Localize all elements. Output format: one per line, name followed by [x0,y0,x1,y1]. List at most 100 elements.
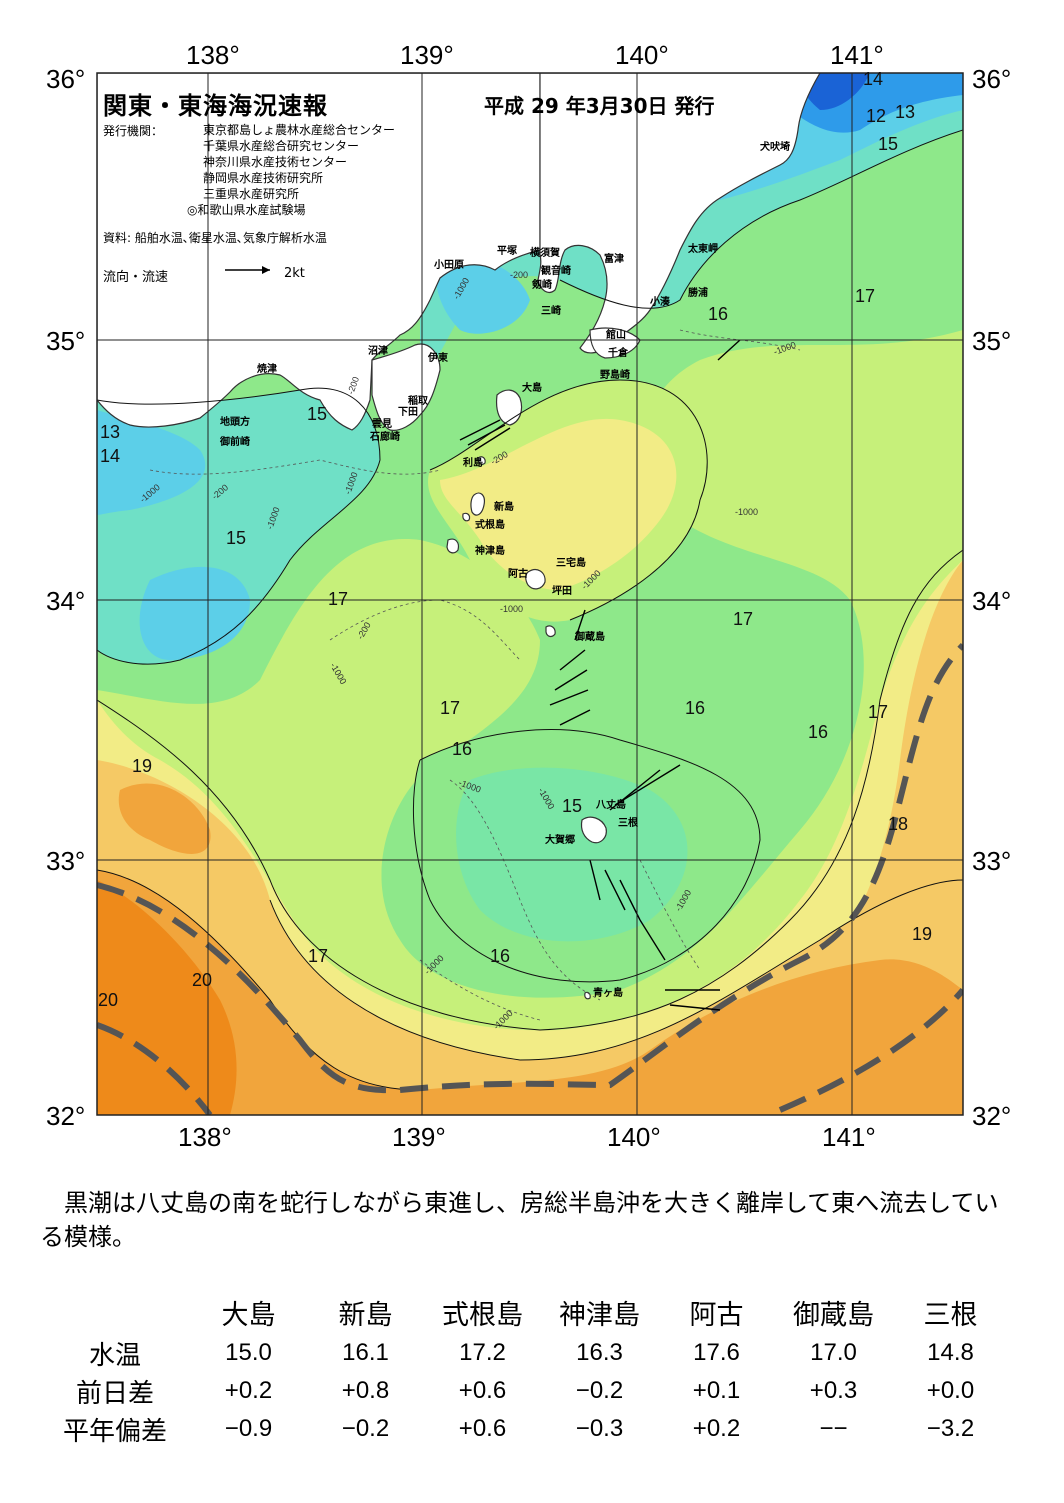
toshima-island [477,456,486,465]
table-cell: −0.3 [575,1415,624,1442]
isotherm-label: 12 [866,106,886,126]
isotherm-label: 17 [440,698,460,718]
column-header: 三根 [923,1299,978,1331]
issue-date: 平成 29 年3月30日 発行 [484,94,715,118]
place-tsurugizaki: 剱崎 [531,278,552,291]
sst-19-east [840,560,963,940]
isotherm-17-corridor-line [429,379,708,621]
column-header: 式根島 [442,1299,523,1331]
table-corner [40,1290,190,1334]
place-aogashima: 青ヶ島 [593,986,623,999]
isotherm-label: 18 [888,814,908,834]
depth-label: -1000 [735,507,758,517]
table-cell: 15.0 [225,1339,272,1366]
table-cell: −3.2 [926,1415,975,1442]
depth-contour [329,599,521,661]
mikurajima-island [545,625,556,638]
depth-label: -1000 [500,604,523,614]
lat-right-36: 36° [972,64,1011,94]
isotherm-19-south-line [269,879,963,1061]
row-header: 平年偏差 [62,1416,167,1447]
data-sources: 資料: 船舶水温､衛星水温､気象庁解析水温 [103,231,327,245]
axis-labels: 138° 139° 140° 141° 138° 139° 140° 141° … [46,40,1011,1152]
land-boso-south [589,327,641,359]
lon-top-139: 139° [400,40,454,70]
sst-14-sagami [436,257,530,334]
table-cell: 14.8 [927,1339,974,1366]
table-cell: +0.2 [692,1415,741,1442]
place-miyakejima: 三宅島 [556,556,586,569]
table-cell: +0.0 [926,1377,975,1404]
kuroshio-axis [97,642,963,1115]
isotherm-label: 15 [562,796,582,816]
place-kozushima: 神津島 [475,544,505,557]
current-arrow [669,1004,721,1011]
sea-temperature-map: 138° 139° 140° 141° 138° 139° 140° 141° … [46,40,1011,1152]
table-cell: +0.6 [458,1415,507,1442]
lat-left-33: 33° [46,846,85,876]
place-mikurajima: 御蔵島 [574,630,605,643]
isotherm-label: 17 [855,286,875,306]
sst-15-inner [456,767,688,942]
isotherm-17-line [97,549,963,1031]
place-ako: 阿古 [508,567,528,580]
flow-legend-label: 流向・流速 [103,270,169,285]
lat-left-36: 36° [46,64,85,94]
hachijojima-island [580,816,607,844]
depth-label: -200 [510,270,528,280]
current-arrow [554,669,588,691]
summary-text: 黒潮は八丈島の南を蛇行しながら東進し、房総半島沖を大きく離岸して東へ流去している… [40,1189,999,1251]
lon-top-141: 141° [830,40,884,70]
isotherm-label: 14 [100,446,120,466]
isotherm-lines [97,129,963,1091]
place-okago: 大賀郷 [545,833,575,846]
depth-contour [419,959,541,1021]
current-arrow [574,609,586,641]
isotherm-label: 13 [100,422,120,442]
depth-contour [639,859,701,971]
place-kannonzaki: 観音崎 [541,264,571,277]
isotherm-16-line [412,729,761,983]
lat-left-32: 32° [46,1101,85,1131]
current-arrow [549,689,589,706]
table-row: 水温 15.0 16.1 17.2 16.3 17.6 17.0 14.8 [40,1334,1009,1372]
table-cell: 17.2 [459,1339,506,1366]
sst-18-corridor [440,418,677,590]
lat-left-34: 34° [46,586,85,616]
table-cell: 17.0 [810,1339,857,1366]
isotherm-label: 19 [132,756,152,776]
table-cell: +0.6 [458,1377,507,1404]
flow-legend-arrow [225,266,270,274]
column-header: 御蔵島 [793,1299,874,1331]
kuroshio-axis-main [97,642,963,1094]
isotherm-label: 20 [192,970,212,990]
place-taitozaki: 太東岬 [687,242,718,255]
table-cell: 16.1 [342,1339,389,1366]
table-row: 前日差 +0.2 +0.8 +0.6 −0.2 +0.1 +0.3 +0.0 [40,1372,1009,1410]
current-arrow [459,419,501,441]
table-row: 平年偏差 −0.9 −0.2 +0.6 −0.3 +0.2 −− −3.2 [40,1410,1009,1448]
place-kominato: 小湊 [649,295,671,308]
depth-contour [149,459,441,475]
place-inatori: 稲取 [408,394,429,407]
lat-right-33: 33° [972,846,1011,876]
isotherm-label: 17 [733,609,753,629]
isotherm-label: 19 [912,924,932,944]
isotherm-label: 16 [808,722,828,742]
current-arrow [474,427,511,451]
table-cell: −0.2 [341,1415,390,1442]
place-yokosuka: 横須賀 [530,246,560,259]
lon-top-140: 140° [615,40,669,70]
publisher-item: ◎和歌山県水産試験場 [187,203,306,217]
place-omaezaki: 御前崎 [219,435,250,448]
place-tateyama: 館山 [605,328,626,341]
isotherm-label: 16 [452,739,472,759]
publisher-label: 発行機関： [103,124,164,138]
row-header: 水温 [88,1340,141,1371]
shikinejima-island [462,512,471,522]
isotherm-label: 17 [328,589,348,609]
publisher-list: 東京都島しょ農林水産総合センター 千葉県水産総合研究センター 神奈川県水産技術セ… [187,122,395,218]
place-inubozaki: 犬吠埼 [760,140,790,153]
sst-21-band [97,880,237,1115]
table-cell: 17.6 [693,1339,740,1366]
